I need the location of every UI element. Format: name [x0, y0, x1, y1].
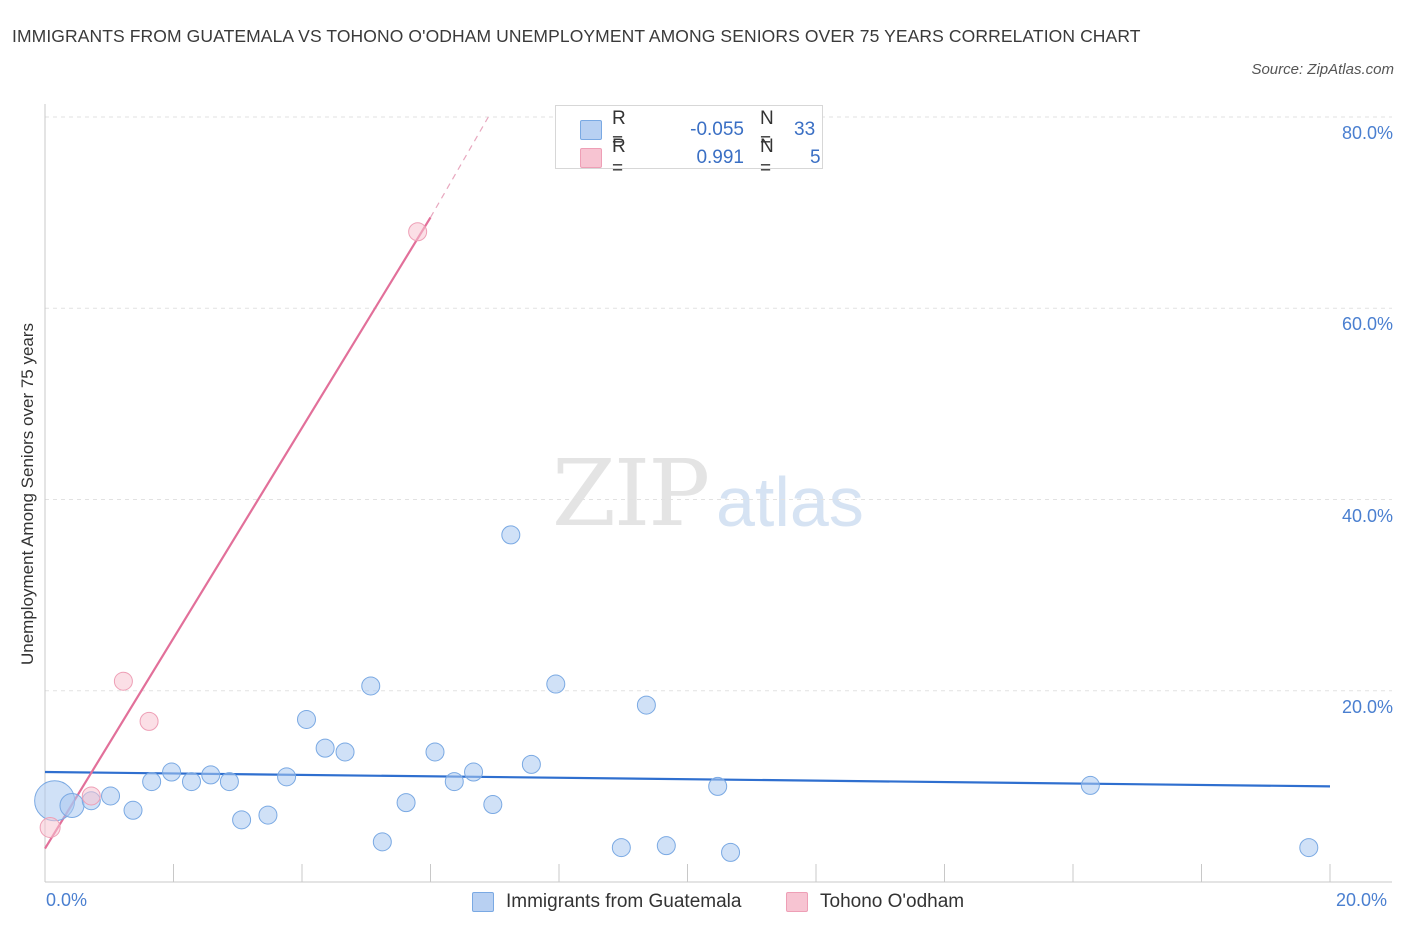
y-tick-label: 20.0%	[1341, 696, 1393, 717]
point-tohono	[139, 711, 159, 731]
trend-line-tohono	[44, 216, 432, 850]
point-guatemala	[546, 674, 566, 694]
legend-r-label: R =	[612, 108, 626, 151]
point-tohono	[408, 222, 428, 242]
trend-line-guatemala	[44, 770, 1331, 788]
y-tick-label: 40.0%	[1341, 505, 1393, 526]
legend-n-label: N =	[760, 108, 774, 151]
legend-swatch-tohono	[786, 892, 808, 912]
point-guatemala	[232, 810, 252, 830]
legend-item-tohono[interactable]: Tohono O'odham	[786, 888, 964, 916]
point-guatemala	[258, 805, 278, 825]
point-tohono	[113, 671, 133, 691]
legend-n-label: N =	[760, 136, 774, 179]
point-guatemala	[335, 742, 355, 762]
legend-label-guatemala: Immigrants from Guatemala	[506, 891, 742, 912]
point-guatemala	[59, 793, 85, 818]
point-guatemala	[372, 832, 392, 852]
y-tick-label: 60.0%	[1341, 314, 1393, 335]
legend-r-value: 0.991	[696, 147, 744, 168]
point-guatemala	[162, 762, 182, 782]
legend-swatch-tohono	[580, 148, 602, 168]
point-tohono	[39, 816, 61, 838]
legend-n-value: 33	[794, 119, 816, 140]
point-guatemala	[219, 772, 239, 792]
point-guatemala	[483, 795, 503, 815]
point-guatemala	[361, 676, 381, 696]
trend-lines	[44, 116, 1331, 850]
legend-r-value: -0.055	[690, 119, 744, 140]
series-legend: Immigrants from Guatemala Tohono O'odham	[0, 888, 1406, 916]
y-axis-label: Unemployment Among Seniors over 75 years	[18, 322, 37, 666]
point-guatemala	[201, 765, 221, 785]
legend-label-tohono: Tohono O'odham	[820, 891, 965, 912]
point-guatemala	[1080, 775, 1100, 795]
source-label: Source: ZipAtlas.com	[1251, 61, 1394, 78]
point-guatemala	[101, 786, 121, 806]
grid-lines	[45, 116, 1392, 692]
legend-swatch-guatemala	[580, 120, 602, 140]
trend-line-tohono-extension	[429, 116, 489, 218]
point-guatemala	[1299, 838, 1319, 858]
chart-title: IMMIGRANTS FROM GUATEMALA VS TOHONO O'OD…	[12, 26, 1141, 46]
point-guatemala	[396, 793, 416, 813]
point-guatemala	[656, 836, 676, 856]
legend-r-label: R =	[612, 136, 626, 179]
legend-swatch-guatemala	[472, 892, 494, 912]
point-guatemala	[123, 800, 143, 820]
point-guatemala	[296, 709, 316, 729]
point-tohono	[81, 786, 101, 806]
point-guatemala	[636, 695, 656, 715]
point-guatemala	[315, 738, 335, 758]
point-guatemala	[277, 767, 297, 787]
point-guatemala	[425, 742, 445, 762]
legend-n-value: 5	[810, 147, 821, 168]
watermark-atlas: atlas	[716, 463, 864, 541]
point-guatemala	[721, 842, 741, 862]
point-guatemala	[444, 772, 464, 792]
point-guatemala	[708, 776, 728, 796]
x-tick-label-min: 0.0%	[46, 890, 88, 910]
watermark-zip: ZIP	[552, 440, 710, 547]
point-guatemala	[464, 762, 484, 782]
legend-item-guatemala[interactable]: Immigrants from Guatemala	[472, 888, 741, 916]
axes	[44, 104, 1392, 883]
point-guatemala	[142, 772, 162, 792]
point-guatemala	[501, 525, 521, 545]
correlation-legend: R = -0.055 N = 33 R = 0.991 N = 5	[555, 105, 823, 179]
y-tick-label: 80.0%	[1341, 123, 1393, 143]
data-points	[34, 222, 1319, 862]
point-guatemala	[521, 754, 541, 774]
x-tick-label-max: 20.0%	[1336, 890, 1388, 910]
point-guatemala	[611, 838, 631, 858]
point-guatemala	[181, 772, 201, 792]
